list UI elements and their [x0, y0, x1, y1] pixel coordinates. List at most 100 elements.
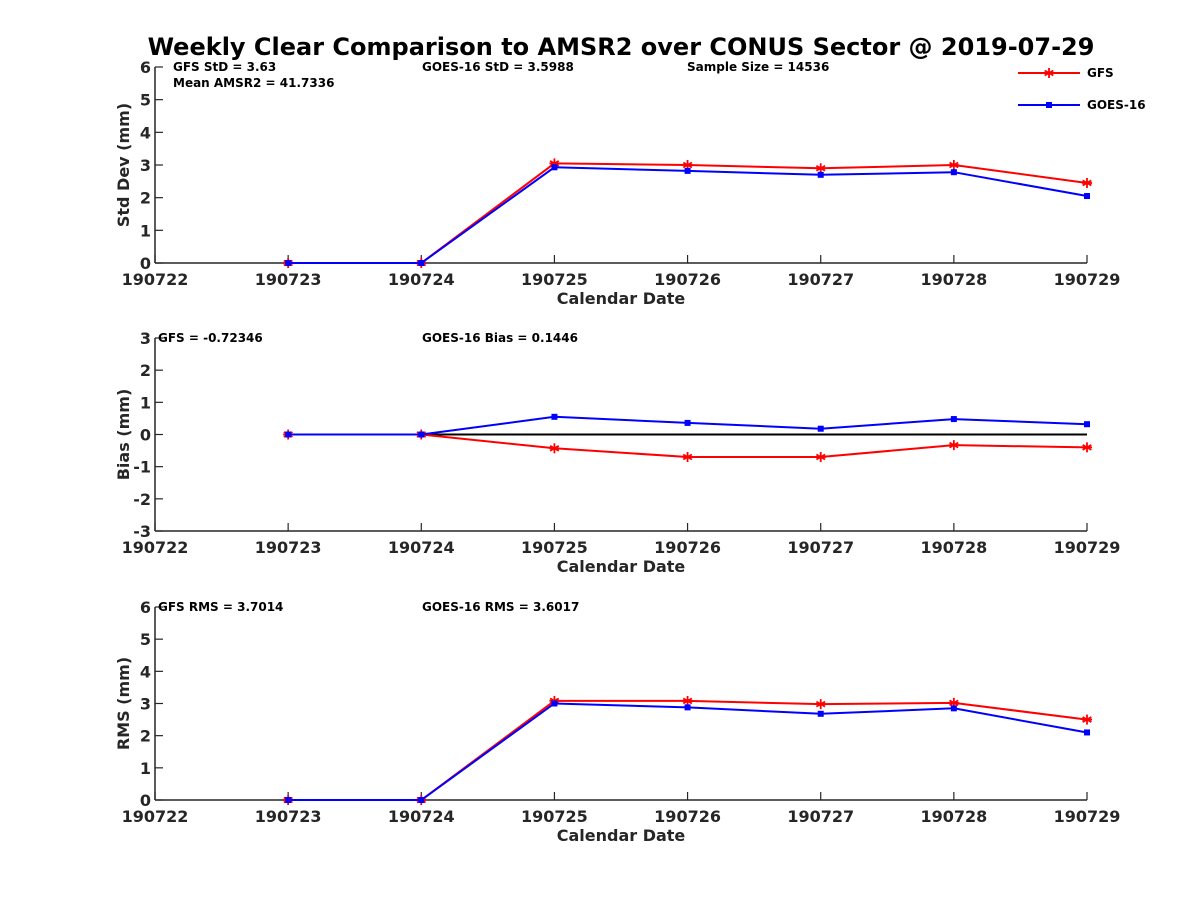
x-tick-label: 190723 — [255, 538, 322, 557]
legend-entry-goes-16: GOES-16 — [1018, 98, 1146, 112]
chart-title: Weekly Clear Comparison to AMSR2 over CO… — [148, 33, 1095, 61]
x-tick-label: 190729 — [1054, 538, 1121, 557]
panel-3: 0 1 2 3 4 5 6 190722 190723 190724 190725 190726 190… — [114, 598, 1120, 845]
data-point-square — [1084, 193, 1090, 200]
x-tick-label: 190722 — [122, 270, 189, 289]
x-tick-label: 190727 — [787, 807, 854, 826]
data-point-asterisk — [948, 697, 959, 708]
data-point-asterisk — [948, 440, 959, 451]
x-tick-label: 190726 — [654, 270, 721, 289]
data-point-asterisk — [815, 452, 826, 463]
x-tick-label: 190724 — [388, 807, 455, 826]
data-point-square — [551, 413, 558, 420]
x-axis-label: Calendar Date — [557, 826, 686, 845]
series-goes-16 — [285, 700, 1090, 803]
y-axis-label: Std Dev (mm) — [114, 103, 133, 227]
y-tick-label: 5 — [140, 630, 151, 649]
y-axis-label: RMS (mm) — [114, 657, 133, 750]
x-axis-label: Calendar Date — [557, 557, 686, 576]
data-point-square — [950, 416, 957, 423]
y-tick-label: -2 — [133, 490, 151, 509]
y-tick-label: 4 — [140, 662, 151, 681]
data-point-square — [1084, 421, 1090, 428]
legend-label: GOES-16 — [1087, 98, 1146, 112]
stats-annotation: GOES-16 RMS = 3.6017 — [422, 600, 579, 614]
stats-annotation: GFS StD = 3.63 — [173, 60, 276, 74]
data-point-square — [285, 431, 292, 438]
data-point-square — [551, 164, 558, 171]
panel-2: -3 -2 -1 0 1 2 3 190722 190723 190724 190725 190726… — [114, 329, 1120, 576]
x-tick-label: 190725 — [521, 807, 588, 826]
y-tick-label: 3 — [140, 156, 151, 175]
x-tick-label: 190727 — [787, 538, 854, 557]
y-tick-label: 3 — [140, 695, 151, 714]
data-point-square — [418, 797, 425, 803]
y-tick-label: 0 — [140, 791, 151, 810]
x-tick-label: 190727 — [787, 270, 854, 289]
x-tick-label: 190724 — [388, 270, 455, 289]
x-tick-label: 190725 — [521, 538, 588, 557]
x-tick-label: 190724 — [388, 538, 455, 557]
x-tick-label: 190729 — [1054, 270, 1121, 289]
x-tick-label: 190725 — [521, 270, 588, 289]
data-point-square — [817, 425, 824, 432]
data-point-asterisk — [682, 695, 693, 706]
y-tick-label: 1 — [140, 221, 151, 240]
data-point-asterisk — [815, 163, 826, 174]
data-point-square — [684, 704, 691, 711]
data-point-square — [551, 700, 558, 707]
data-point-square — [817, 710, 824, 717]
data-point-square — [950, 169, 957, 176]
y-tick-label: 1 — [140, 393, 151, 412]
data-point-square — [418, 431, 425, 438]
y-tick-label: 2 — [140, 361, 151, 380]
y-tick-label: -1 — [133, 458, 151, 477]
stats-annotation: Mean AMSR2 = 41.7336 — [173, 76, 334, 90]
data-point-square — [418, 260, 425, 266]
stats-annotation: GOES-16 Bias = 0.1446 — [422, 331, 578, 345]
data-point-square — [1084, 729, 1090, 736]
y-tick-label: 0 — [140, 254, 151, 273]
x-tick-label: 190726 — [654, 807, 721, 826]
data-point-asterisk — [1082, 714, 1092, 725]
legend-label: GFS — [1087, 66, 1114, 80]
y-tick-label: -3 — [133, 522, 151, 541]
panel-1: 0 1 2 3 4 5 6 190722 190723 190724 190725 190726 190… — [114, 58, 1120, 308]
data-point-square — [684, 167, 691, 174]
x-tick-label: 190723 — [255, 807, 322, 826]
series-goes-16 — [285, 413, 1090, 438]
y-tick-label: 1 — [140, 759, 151, 778]
data-point-square — [684, 419, 691, 426]
y-tick-label: 6 — [140, 58, 151, 77]
data-point-asterisk — [948, 160, 959, 170]
y-tick-label: 3 — [140, 329, 151, 348]
x-tick-label: 190722 — [122, 538, 189, 557]
x-tick-label: 190723 — [255, 270, 322, 289]
data-point-asterisk — [549, 443, 560, 454]
legend-marker — [1046, 102, 1052, 108]
x-tick-label: 190729 — [1054, 807, 1121, 826]
stats-annotation: GFS RMS = 3.7014 — [158, 600, 283, 614]
x-tick-label: 190728 — [920, 538, 987, 557]
data-point-square — [950, 705, 957, 712]
y-tick-label: 6 — [140, 598, 151, 617]
data-point-square — [817, 171, 824, 178]
data-point-square — [285, 260, 292, 266]
y-tick-label: 4 — [140, 123, 151, 142]
data-point-asterisk — [682, 452, 693, 463]
y-axis-label: Bias (mm) — [114, 389, 133, 481]
data-point-asterisk — [1082, 442, 1092, 453]
y-tick-label: 5 — [140, 91, 151, 110]
x-axis-label: Calendar Date — [557, 289, 686, 308]
data-point-asterisk — [815, 699, 826, 710]
x-tick-label: 190722 — [122, 807, 189, 826]
y-tick-label: 0 — [140, 426, 151, 445]
legend-entry-gfs: GFS — [1018, 66, 1114, 80]
chart-legend: GFS GOES-16 — [1018, 66, 1146, 112]
stats-annotation: Sample Size = 14536 — [687, 60, 829, 74]
stats-annotation: GFS = -0.72346 — [158, 331, 263, 345]
x-tick-label: 190728 — [920, 270, 987, 289]
data-point-asterisk — [1082, 177, 1092, 188]
